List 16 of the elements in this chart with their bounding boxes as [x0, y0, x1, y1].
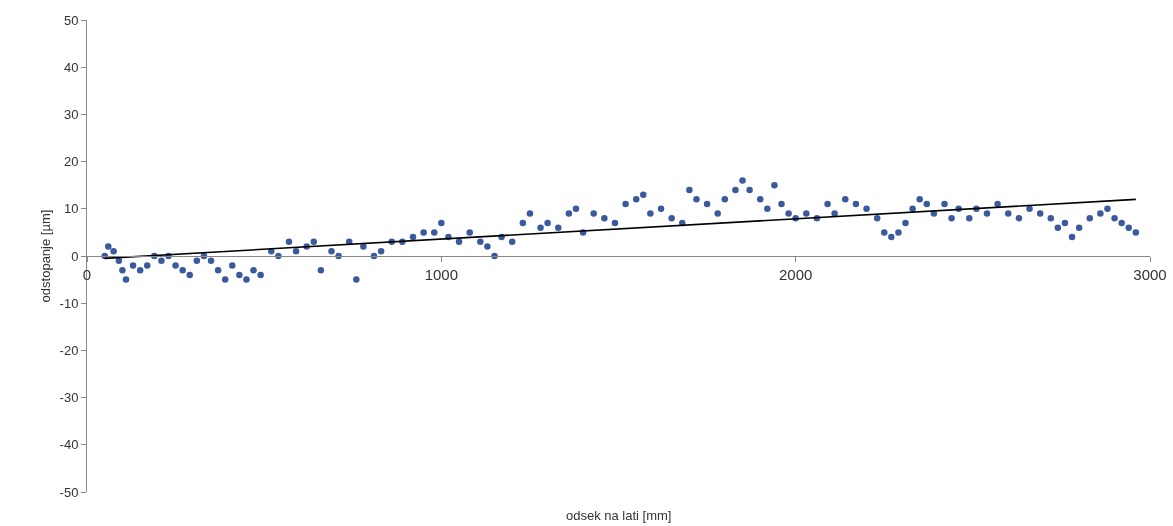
y-tick-label: 20 — [63, 154, 79, 170]
y-tick-label: -30 — [59, 390, 79, 406]
y-tick-label: -20 — [59, 342, 79, 358]
y-axis-title: odstopanje [µm] — [37, 209, 53, 303]
x-axis-title: odsek na lati [mm] — [566, 508, 672, 523]
x-tick-label: 3000 — [1133, 266, 1167, 283]
y-tick-label: -50 — [59, 484, 79, 500]
y-tick-label: 50 — [63, 12, 79, 28]
y-tick-label: 40 — [63, 59, 79, 75]
y-tick-label: -10 — [59, 295, 79, 311]
y-tick-label: 0 — [71, 248, 79, 264]
y-tick-label: 10 — [63, 201, 79, 217]
x-tick-label: 1000 — [424, 266, 459, 283]
y-tick-label: 30 — [63, 106, 79, 122]
x-tick-label: 2000 — [778, 266, 813, 283]
y-tick-label: -40 — [59, 437, 79, 453]
